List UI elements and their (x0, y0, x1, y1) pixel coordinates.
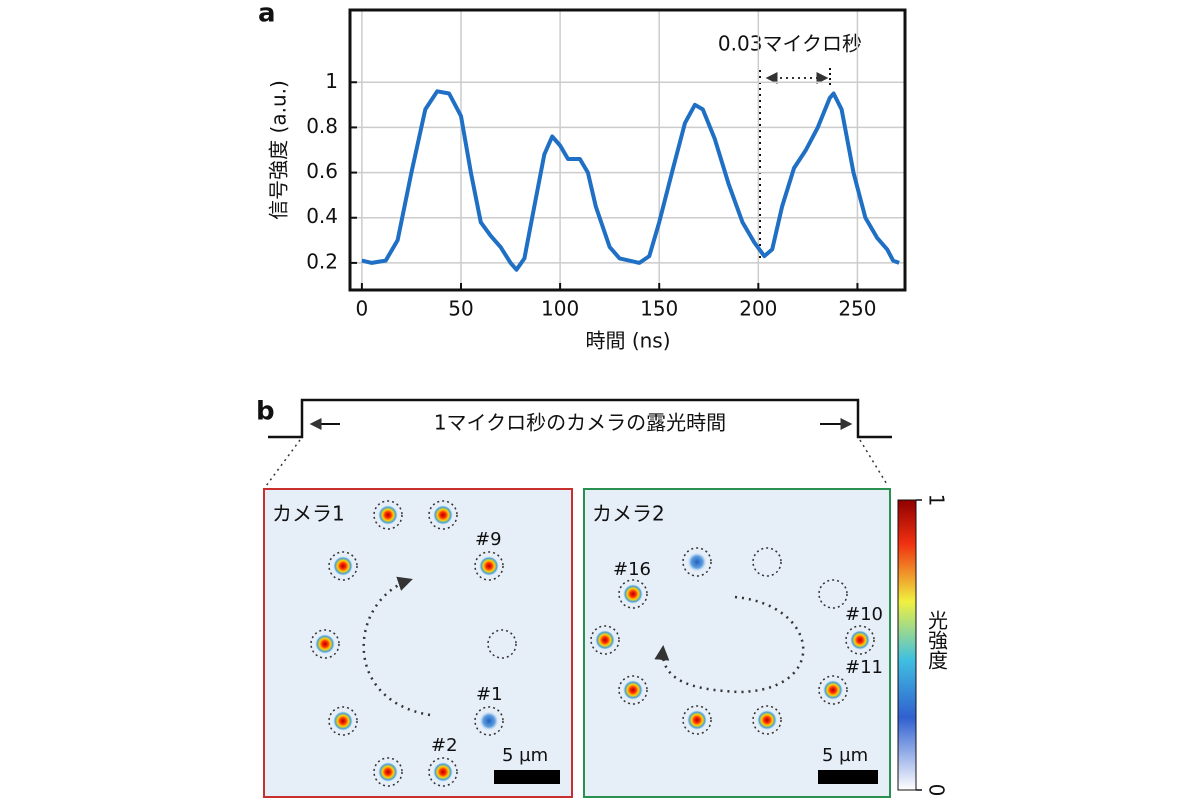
camera-title: カメラ1 (272, 502, 345, 526)
panel-label: a (258, 0, 276, 29)
spot-label: #9 (475, 529, 502, 550)
spot-ring (818, 579, 848, 609)
spot (757, 710, 777, 730)
spot-ring (752, 705, 782, 735)
camera2-image (583, 488, 891, 798)
spot (823, 680, 843, 700)
connector (265, 439, 301, 487)
scale-bar (494, 770, 560, 784)
y-axis-label: 信号強度 (a.u.) (267, 80, 291, 220)
spot-ring (428, 500, 458, 530)
spot-ring (752, 547, 782, 577)
rotation-arrow (654, 595, 805, 694)
spot-ring (474, 706, 504, 736)
y-tick-label: 1 (325, 69, 338, 93)
spot (687, 710, 707, 730)
y-tick-label: 0.8 (306, 114, 338, 138)
spot (378, 505, 398, 525)
spot-ring (310, 629, 340, 659)
spot-ring (373, 757, 403, 787)
spot-ring (845, 625, 875, 655)
spot-ring (487, 629, 517, 659)
spot-ring (428, 757, 458, 787)
spot (433, 505, 453, 525)
x-tick-label: 100 (541, 297, 579, 321)
panel-label: b (256, 397, 275, 427)
spot-label: #10 (845, 604, 883, 625)
x-tick-label: 150 (640, 297, 678, 321)
spot-ring (682, 547, 712, 577)
spot (333, 711, 353, 731)
colorbar (897, 499, 917, 791)
spot-ring (328, 551, 358, 581)
colorbar-tick-label: 1 (925, 494, 949, 507)
spot (333, 556, 353, 576)
x-tick-label: 50 (448, 297, 473, 321)
spot-ring (474, 551, 504, 581)
spot (623, 680, 643, 700)
scale-bar (818, 770, 878, 784)
scale-label: 5 µm (822, 745, 868, 766)
spot-ring (618, 675, 648, 705)
data-line (361, 89, 900, 272)
spot-label: #11 (845, 657, 883, 678)
camera-title: カメラ2 (592, 502, 665, 526)
plot-frame (348, 8, 907, 292)
colorbar-tick-label: 0 (925, 784, 949, 797)
spot-label: #2 (431, 735, 458, 756)
exposure-text: 1マイクロ秒のカメラの露光時間 (434, 411, 726, 435)
x-axis-label: 時間 (ns) (585, 329, 670, 353)
spot (378, 762, 398, 782)
spots (310, 500, 875, 787)
scale-label: 5 µm (502, 745, 548, 766)
y-tick-label: 0.4 (306, 204, 338, 228)
spot-ring (682, 705, 712, 735)
spot-label: #1 (476, 684, 503, 705)
spot-label: #16 (613, 559, 651, 580)
spot (315, 634, 335, 654)
spot (479, 711, 499, 731)
x-tick-label: 250 (838, 297, 876, 321)
x-tick-label: 0 (356, 297, 369, 321)
spot (687, 552, 707, 572)
y-tick-label: 0.6 (306, 159, 338, 183)
y-tick-label: 0.2 (306, 249, 338, 273)
spot-ring (818, 675, 848, 705)
spot (479, 556, 499, 576)
spot (623, 584, 643, 604)
spot (595, 630, 615, 650)
colorbar-title: 光強度 (925, 610, 949, 670)
exposure-pulse (268, 398, 892, 439)
spot-ring (618, 579, 648, 609)
connector (859, 439, 889, 487)
spot-ring (373, 500, 403, 530)
spot (850, 630, 870, 650)
annotation: 0.03マイクロ秒 (718, 32, 862, 56)
spot-ring (590, 625, 620, 655)
spot (433, 762, 453, 782)
x-tick-label: 200 (739, 297, 777, 321)
spot-ring (328, 706, 358, 736)
